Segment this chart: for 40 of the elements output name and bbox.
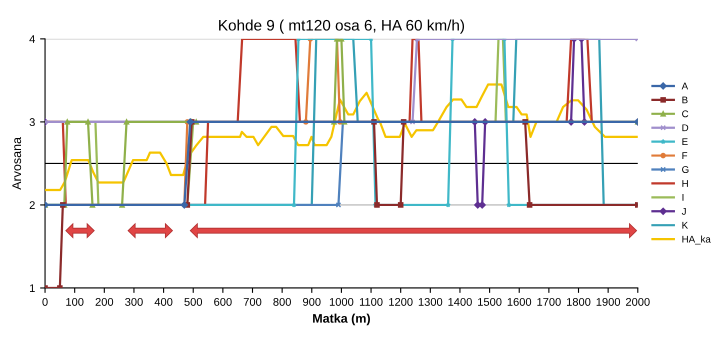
x-tick-label: 300 [125, 298, 143, 306]
legend-label: J [682, 208, 686, 215]
y-axis-title: Arvosana [12, 137, 22, 190]
legend-label: D [682, 124, 688, 132]
x-tick-label: 800 [273, 298, 291, 306]
legend-label: G [682, 166, 688, 173]
x-tick-label: 1800 [566, 298, 590, 306]
x-tick-label: 0 [42, 298, 48, 306]
legend-label: K [682, 222, 688, 229]
x-tick-label: 1100 [360, 298, 383, 306]
x-tick-label: 400 [154, 298, 172, 306]
y-tick-label: 3 [30, 118, 35, 126]
x-tick-label: 1500 [478, 298, 502, 306]
legend-label: A [682, 82, 688, 90]
x-tick-label: 2000 [626, 298, 650, 306]
legend-label: H [682, 180, 688, 187]
x-tick-label: 700 [244, 298, 262, 306]
legend-label: B [682, 96, 688, 104]
x-tick-label: 600 [214, 298, 232, 306]
x-axis-title: Matka (m) [313, 314, 370, 326]
x-tick-label: 1400 [448, 298, 472, 306]
x-tick-label: 1600 [508, 298, 532, 306]
x-tick-label: 200 [96, 298, 114, 306]
legend-label: I [682, 194, 684, 201]
x-tick-label: 1000 [330, 298, 354, 306]
x-tick-label: 900 [303, 298, 321, 306]
x-tick-label: 1300 [418, 298, 442, 306]
x-tick-label: 1700 [537, 298, 561, 306]
y-tick-label: 2 [30, 201, 35, 209]
x-tick-label: 1900 [596, 298, 620, 306]
legend-label: HA_ka [682, 235, 711, 244]
x-tick-label: 1200 [389, 298, 413, 306]
y-tick-label: 1 [30, 284, 35, 292]
legend-label: F [682, 152, 688, 159]
x-tick-label: 500 [184, 298, 202, 306]
legend-label: E [682, 138, 688, 146]
legend-label: C [682, 110, 688, 118]
y-tick-label: 4 [29, 35, 35, 43]
chart-title: Kohde 9 ( mt120 osa 6, HA 60 km/h) [219, 19, 464, 34]
x-tick-label: 100 [66, 298, 84, 306]
